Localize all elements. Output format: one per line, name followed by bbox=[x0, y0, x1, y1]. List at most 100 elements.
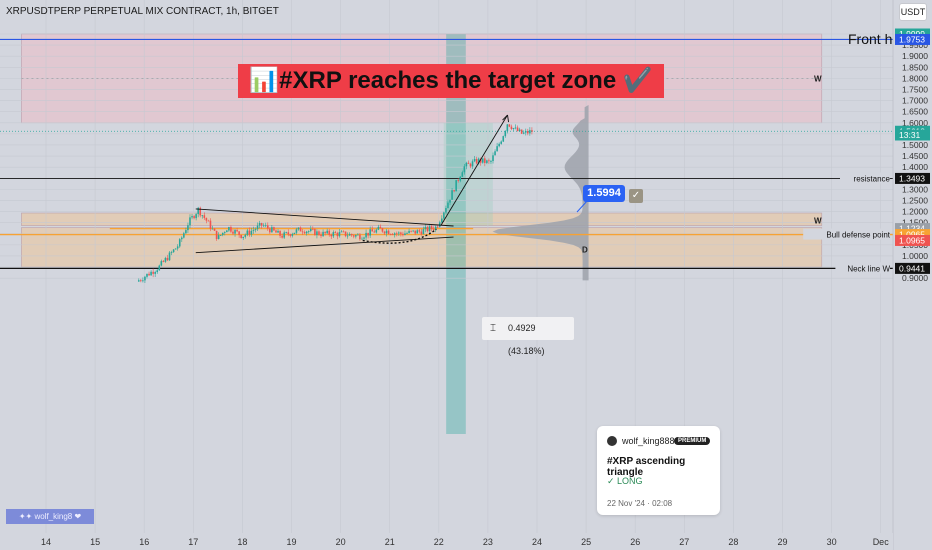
time-tick: 19 bbox=[286, 537, 296, 547]
trend-arrow bbox=[440, 114, 508, 226]
candle-body bbox=[465, 162, 468, 167]
candle-body bbox=[428, 226, 431, 232]
avatar[interactable] bbox=[607, 436, 617, 446]
candle-body bbox=[422, 229, 425, 235]
idea-card[interactable]: wolf_king888 PREMIUM #XRP ascending tria… bbox=[597, 426, 720, 515]
candle-body bbox=[314, 228, 316, 236]
candle-body bbox=[412, 230, 414, 232]
candle-body bbox=[238, 231, 240, 235]
candle-body bbox=[334, 232, 337, 234]
candle-body bbox=[510, 126, 513, 130]
candle-body bbox=[527, 131, 529, 134]
time-tick: 30 bbox=[827, 537, 837, 547]
candle-body bbox=[256, 225, 259, 230]
candle-body bbox=[172, 249, 175, 253]
price-tag-text: 0.9441 bbox=[899, 263, 925, 273]
candle-body bbox=[281, 235, 283, 238]
candle-body bbox=[486, 160, 488, 163]
candle-body bbox=[215, 230, 218, 240]
candle-body bbox=[418, 230, 421, 232]
ruler-icon: ⌶ bbox=[490, 323, 496, 334]
candle-body bbox=[453, 190, 455, 192]
candle-body bbox=[191, 216, 193, 218]
candle-body bbox=[518, 129, 521, 132]
time-tick: 26 bbox=[630, 537, 640, 547]
candle-body bbox=[275, 230, 277, 233]
price-tick: 1.1500 bbox=[902, 218, 928, 228]
candle-body bbox=[387, 230, 390, 235]
candle-body bbox=[211, 228, 214, 230]
candle-body bbox=[369, 229, 371, 236]
candle-body bbox=[150, 271, 152, 276]
price-tag-text: 1.1234 bbox=[899, 224, 925, 234]
front-level-label: Front h bbox=[848, 31, 893, 47]
candle-body bbox=[457, 180, 460, 181]
zone-label: D bbox=[582, 245, 588, 254]
candle-body bbox=[430, 226, 433, 229]
price-tag-text: 1.3493 bbox=[899, 173, 925, 183]
candle-body bbox=[234, 229, 236, 234]
candle-body bbox=[492, 155, 494, 162]
candle-body bbox=[391, 234, 394, 235]
price-tick: 1.7000 bbox=[902, 96, 928, 106]
level-label: Neck line W bbox=[847, 264, 890, 273]
candle-body bbox=[348, 234, 351, 236]
signal-label: ✓ LONG bbox=[607, 476, 643, 486]
candle-body bbox=[455, 180, 457, 192]
candle-body bbox=[209, 220, 212, 229]
callout-pointer bbox=[576, 199, 589, 213]
candle-body bbox=[137, 280, 140, 282]
triangle-upper bbox=[195, 208, 454, 227]
candle-body bbox=[373, 231, 376, 233]
volume-profile bbox=[492, 105, 589, 281]
candle-body bbox=[490, 161, 492, 162]
candle-body bbox=[488, 160, 490, 162]
time-tick: 24 bbox=[532, 537, 542, 547]
idea-title[interactable]: #XRP ascending triangle bbox=[607, 456, 686, 478]
price-tick: 1.8000 bbox=[902, 73, 928, 83]
candle-body bbox=[152, 271, 154, 274]
candle-body bbox=[420, 231, 423, 235]
candle-body bbox=[355, 235, 357, 237]
time-tick: 21 bbox=[385, 537, 395, 547]
candle-body bbox=[398, 232, 400, 234]
candle-body bbox=[203, 215, 206, 218]
price-tag-bg bbox=[895, 33, 930, 45]
candle-body bbox=[320, 234, 322, 237]
candle-body bbox=[508, 124, 511, 127]
candle-body bbox=[502, 136, 505, 142]
candle-body bbox=[176, 246, 179, 249]
candle-body bbox=[326, 230, 328, 234]
grid-layer bbox=[0, 0, 893, 533]
candle-body bbox=[441, 218, 443, 223]
candle-body bbox=[148, 273, 150, 276]
currency-button[interactable]: USDT bbox=[899, 3, 927, 21]
author-name[interactable]: wolf_king888 bbox=[622, 436, 675, 446]
candle-body bbox=[367, 232, 369, 236]
time-tick: 23 bbox=[483, 537, 493, 547]
candle-body bbox=[504, 131, 507, 137]
time-tick: 25 bbox=[581, 537, 591, 547]
candle-body bbox=[344, 231, 347, 237]
time-tick: 27 bbox=[679, 537, 689, 547]
candle-body bbox=[336, 233, 339, 237]
time-axis: 14 15 16 17 18 19 20 21 22 23 24 25 26 27 28 29 30 Dec bbox=[0, 533, 893, 550]
candle-body bbox=[307, 231, 310, 232]
candle-body bbox=[287, 232, 290, 235]
price-callout: 1.5994 bbox=[583, 185, 625, 202]
candle-body bbox=[195, 214, 197, 219]
drawings-layer bbox=[0, 114, 893, 254]
candle-body bbox=[142, 280, 144, 282]
candle-body bbox=[481, 158, 484, 163]
candle-body bbox=[250, 230, 253, 235]
candle-body bbox=[197, 207, 199, 215]
candle-body bbox=[469, 163, 472, 167]
candle-body bbox=[375, 229, 378, 233]
candle-body bbox=[438, 222, 441, 227]
symbol-title: XRPUSDTPERP PERPETUAL MIX CONTRACT, 1h, … bbox=[6, 6, 279, 17]
price-tag-bg bbox=[895, 234, 930, 246]
candle-body bbox=[473, 158, 476, 162]
candle-body bbox=[416, 230, 419, 234]
candle-body bbox=[223, 232, 226, 233]
candle-body bbox=[252, 230, 255, 231]
